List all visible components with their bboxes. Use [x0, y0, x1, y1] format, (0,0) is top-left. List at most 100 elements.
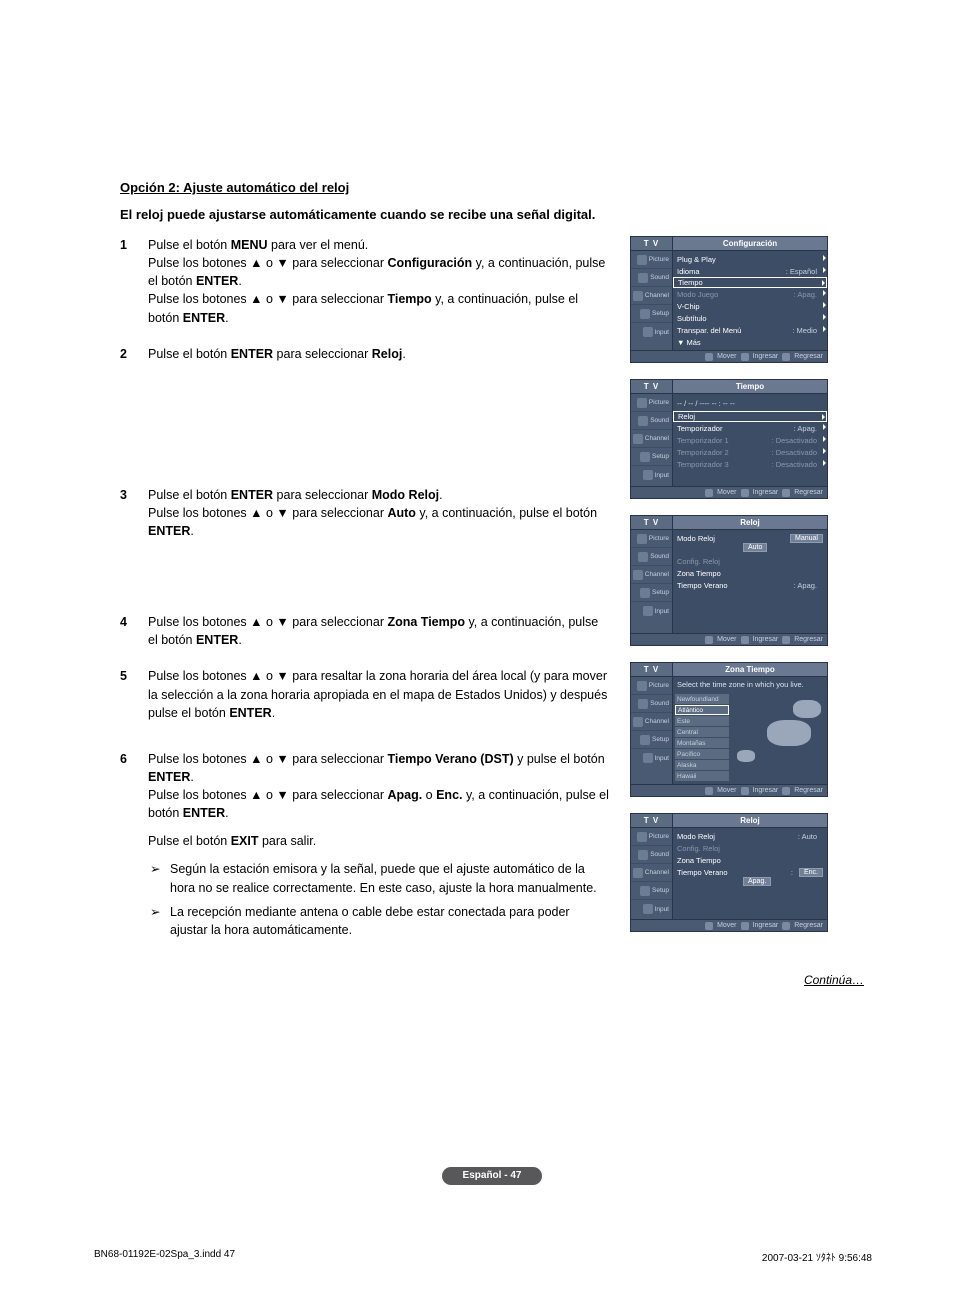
osd-side-item: Setup — [631, 882, 672, 900]
ingresar-icon — [741, 489, 749, 497]
osd-menu-row: Temporizador 1: Desactivado — [673, 434, 827, 446]
step-item: 5Pulse los botones ▲ o ▼ para resaltar l… — [120, 667, 610, 721]
osd-side-item: Channel — [631, 287, 672, 305]
osd-row-label: Temporizador — [677, 424, 794, 433]
step-line: Pulse los botones ▲ o ▼ para seleccionar… — [148, 750, 610, 786]
osd-row-value: : Apag. — [794, 424, 823, 433]
osd-side-item: Sound — [631, 269, 672, 287]
chevron-right-icon — [823, 424, 826, 430]
osd-side-icon — [637, 398, 647, 408]
osd-side-item: Input — [631, 900, 672, 918]
osd-footer-label: Regresar — [794, 636, 823, 643]
osd-side-label: Sound — [650, 274, 669, 281]
osd-row-label: Plug & Play — [677, 255, 823, 264]
note-text: La recepción mediante antena o cable deb… — [170, 903, 610, 939]
step-item: 2Pulse el botón ENTER para seleccionar R… — [120, 345, 610, 363]
osd-row-label: Temporizador 1 — [677, 436, 772, 445]
osd-menu-row: Modo Juego: Apag. — [673, 288, 827, 300]
osd-side-icon — [640, 886, 650, 896]
mover-icon — [705, 353, 713, 361]
step-line: Pulse los botones ▲ o ▼ para seleccionar… — [148, 254, 610, 290]
osd-side-label: Setup — [652, 453, 669, 460]
osd-footer-label: Ingresar — [753, 636, 779, 643]
ingresar-icon — [741, 787, 749, 795]
zone-item: Montañas — [675, 738, 729, 748]
osd-footer-label: Mover — [717, 489, 736, 496]
osd-tv-label: T V — [631, 663, 673, 676]
osd-row-label: Config. Reloj — [677, 557, 823, 566]
step-line — [148, 822, 610, 832]
osd-footer-label: Mover — [717, 353, 736, 360]
step-body: Pulse los botones ▲ o ▼ para seleccionar… — [148, 613, 610, 649]
osd-row-value: : Español — [786, 267, 823, 276]
zone-item: Hawaii — [675, 771, 729, 781]
osd-title: Reloj — [673, 814, 827, 827]
osd-row-value: : Apag. — [794, 581, 823, 590]
chevron-right-icon — [823, 302, 826, 308]
osd-footer-label: Ingresar — [753, 489, 779, 496]
chevron-right-icon — [822, 414, 825, 420]
osd-side-label: Sound — [650, 700, 669, 707]
osd-side-icon — [638, 273, 648, 283]
print-timestamp: 2007-03-21 ｿﾀﾈﾄ 9:56:48 — [762, 1249, 872, 1264]
osd-row-label: Modo Reloj — [677, 534, 790, 543]
osd-side-item: Input — [631, 749, 672, 767]
osd-side-label: Channel — [645, 571, 669, 578]
step-item: 4Pulse los botones ▲ o ▼ para selecciona… — [120, 613, 610, 649]
zone-item: Central — [675, 727, 729, 737]
step-line: Pulse los botones ▲ o ▼ para seleccionar… — [148, 613, 610, 649]
osd-side-label: Picture — [649, 535, 669, 542]
step-body: Pulse el botón MENU para ver el menú.Pul… — [148, 236, 610, 327]
step-line: Pulse los botones ▲ o ▼ para seleccionar… — [148, 290, 610, 326]
osd-reloj-1: T V Reloj PictureSoundChannelSetupInput … — [630, 515, 828, 646]
osd-side-icon — [640, 588, 650, 598]
osd-side-label: Setup — [652, 589, 669, 596]
osd-menu-row: Transpar. del Menú: Medio — [673, 324, 827, 336]
osd-row-label: Subtítulo — [677, 314, 823, 323]
osd-side-item: Picture — [631, 251, 672, 269]
osd-side-icon — [638, 552, 648, 562]
osd-side-item: Setup — [631, 584, 672, 602]
step-line: Pulse el botón MENU para ver el menú. — [148, 236, 610, 254]
osd-menu-row: Zona Tiempo — [673, 854, 827, 866]
osd-side-icon — [633, 291, 643, 301]
regresar-icon — [782, 636, 790, 644]
osd-side-icon — [637, 832, 647, 842]
osd-side-item: Sound — [631, 695, 672, 713]
step-number: 2 — [120, 345, 148, 363]
osd-side-item: Sound — [631, 846, 672, 864]
osd-side-icon — [637, 255, 647, 265]
continue-label: Continúa… — [120, 973, 864, 987]
osd-row-label: Idioma — [677, 267, 786, 276]
chevron-right-icon — [823, 255, 826, 261]
osd-side-icon — [640, 735, 650, 745]
osd-side-label: Input — [655, 755, 669, 762]
osd-menu-row: Tiempo Verano: Apag. — [673, 579, 827, 591]
osd-side-label: Picture — [649, 256, 669, 263]
osd-side-label: Channel — [645, 718, 669, 725]
zone-item: Alaska — [675, 760, 729, 770]
osd-side-label: Channel — [645, 292, 669, 299]
osd-menu-row: Zona Tiempo — [673, 567, 827, 579]
osd-menu-row: Tiempo Verano:Enc.Apag. — [673, 866, 827, 878]
osd-row-value: : Apag. — [794, 290, 823, 299]
ingresar-icon — [741, 922, 749, 930]
osd-column: T V Configuración PictureSoundChannelSet… — [630, 236, 828, 963]
osd-menu-row: Plug & Play — [673, 253, 827, 265]
osd-footer-label: Ingresar — [753, 922, 779, 929]
osd-side-icon — [637, 681, 647, 691]
osd-title: Reloj — [673, 516, 827, 529]
print-file-label: BN68-01192E-02Spa_3.indd 47 — [94, 1249, 235, 1264]
osd-tiempo: T V Tiempo PictureSoundChannelSetupInput… — [630, 379, 828, 499]
step-number: 3 — [120, 486, 148, 540]
osd-menu-row: Reloj — [673, 411, 827, 422]
osd-side-item: Setup — [631, 731, 672, 749]
osd-menu-row: Tiempo — [673, 277, 827, 288]
regresar-icon — [782, 922, 790, 930]
osd-row-label: Tiempo Verano — [677, 868, 791, 877]
mover-icon — [705, 922, 713, 930]
osd-side-item: Picture — [631, 530, 672, 548]
osd-configuracion: T V Configuración PictureSoundChannelSet… — [630, 236, 828, 363]
osd-footer-label: Ingresar — [753, 787, 779, 794]
chevron-right-icon — [823, 267, 826, 273]
